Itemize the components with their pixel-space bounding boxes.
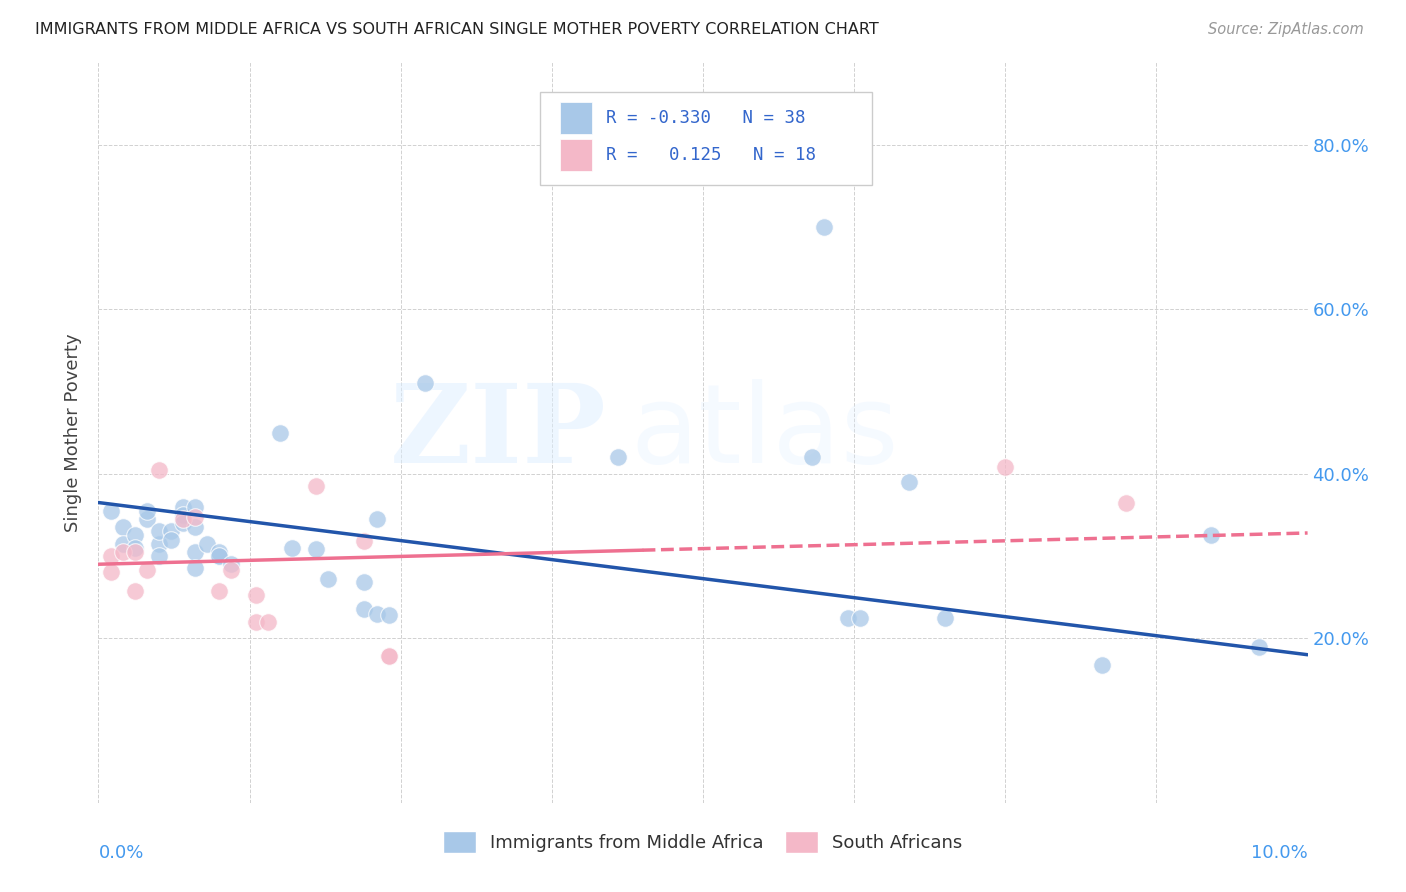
Text: R = -0.330   N = 38: R = -0.330 N = 38 <box>606 109 806 127</box>
Point <box>837 610 859 624</box>
Point <box>305 542 328 557</box>
Point <box>184 545 207 559</box>
Point <box>208 549 231 563</box>
Legend: Immigrants from Middle Africa, South Africans: Immigrants from Middle Africa, South Afr… <box>436 824 970 861</box>
Point <box>305 479 328 493</box>
Point <box>849 610 872 624</box>
Point <box>377 608 399 623</box>
Point <box>221 558 243 572</box>
Point <box>353 534 375 549</box>
Point <box>148 462 170 476</box>
Point <box>245 615 267 629</box>
Text: 0.0%: 0.0% <box>98 844 143 862</box>
Text: IMMIGRANTS FROM MIDDLE AFRICA VS SOUTH AFRICAN SINGLE MOTHER POVERTY CORRELATION: IMMIGRANTS FROM MIDDLE AFRICA VS SOUTH A… <box>35 22 879 37</box>
Point <box>160 533 183 547</box>
Point <box>111 536 134 550</box>
Point <box>124 545 146 559</box>
Point <box>172 512 194 526</box>
Point <box>148 536 170 550</box>
Point <box>1115 495 1137 509</box>
Point <box>172 508 194 522</box>
Point <box>100 566 122 580</box>
Point <box>994 460 1017 475</box>
Point <box>1249 640 1271 654</box>
Point <box>256 615 278 629</box>
Point <box>148 524 170 539</box>
Point <box>269 425 291 440</box>
Point <box>208 545 231 559</box>
Point <box>377 649 399 664</box>
Point <box>195 536 218 550</box>
Point <box>353 602 375 616</box>
Text: Source: ZipAtlas.com: Source: ZipAtlas.com <box>1208 22 1364 37</box>
Point <box>281 541 304 555</box>
Point <box>245 589 267 603</box>
Point <box>377 649 399 664</box>
Text: 10.0%: 10.0% <box>1251 844 1308 862</box>
Point <box>813 219 835 234</box>
Point <box>184 509 207 524</box>
Point <box>413 376 436 391</box>
Point <box>135 563 157 577</box>
Point <box>208 583 231 598</box>
Point <box>111 520 134 534</box>
Point <box>184 520 207 534</box>
Point <box>208 549 231 563</box>
Point <box>221 563 243 577</box>
Text: ZIP: ZIP <box>389 379 606 486</box>
Point <box>316 572 339 586</box>
FancyBboxPatch shape <box>540 92 872 185</box>
Point <box>897 475 920 489</box>
FancyBboxPatch shape <box>561 139 592 170</box>
Point <box>366 607 388 621</box>
Point <box>100 549 122 563</box>
Point <box>353 575 375 590</box>
FancyBboxPatch shape <box>561 103 592 134</box>
Point <box>172 516 194 530</box>
Point <box>800 450 823 465</box>
Point <box>366 512 388 526</box>
Point <box>607 450 630 465</box>
Y-axis label: Single Mother Poverty: Single Mother Poverty <box>65 334 83 532</box>
Point <box>184 500 207 514</box>
Point <box>1199 528 1222 542</box>
Point <box>124 541 146 555</box>
Point <box>124 528 146 542</box>
Point <box>172 500 194 514</box>
Point <box>1091 657 1114 672</box>
Point <box>124 583 146 598</box>
Point <box>160 524 183 539</box>
Point <box>148 549 170 563</box>
Point <box>111 545 134 559</box>
Text: R =   0.125   N = 18: R = 0.125 N = 18 <box>606 146 817 164</box>
Text: atlas: atlas <box>630 379 898 486</box>
Point <box>184 561 207 575</box>
Point <box>934 610 956 624</box>
Point <box>135 504 157 518</box>
Point <box>135 512 157 526</box>
Point <box>100 504 122 518</box>
